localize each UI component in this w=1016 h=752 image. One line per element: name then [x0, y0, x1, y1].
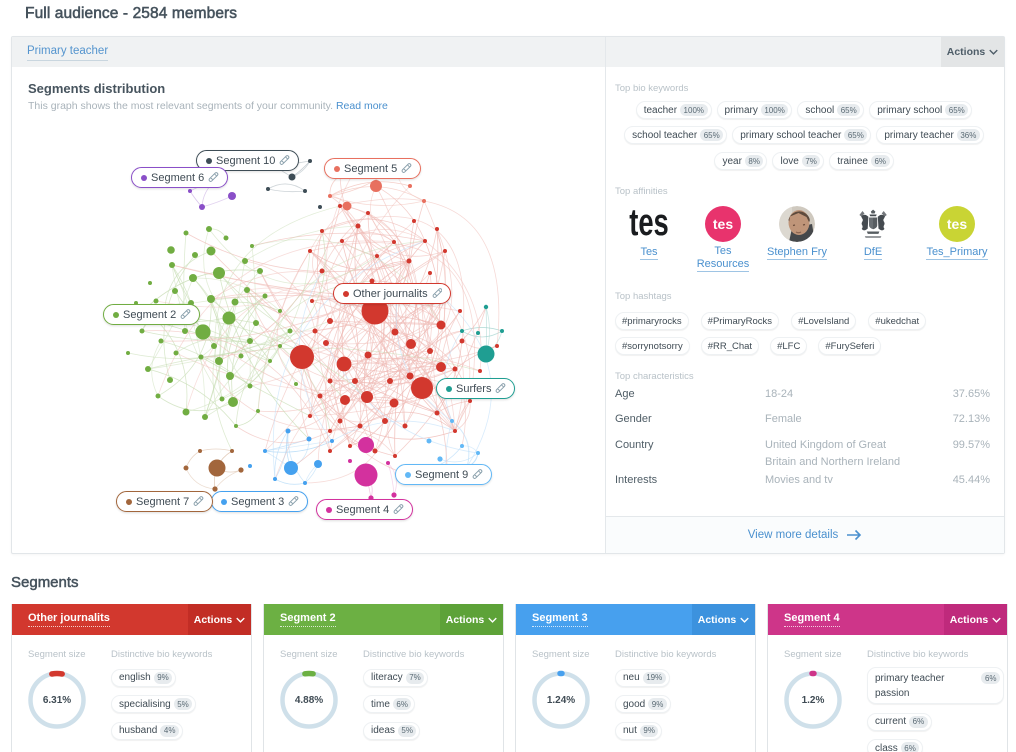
svg-text:tes: tes	[629, 207, 669, 241]
